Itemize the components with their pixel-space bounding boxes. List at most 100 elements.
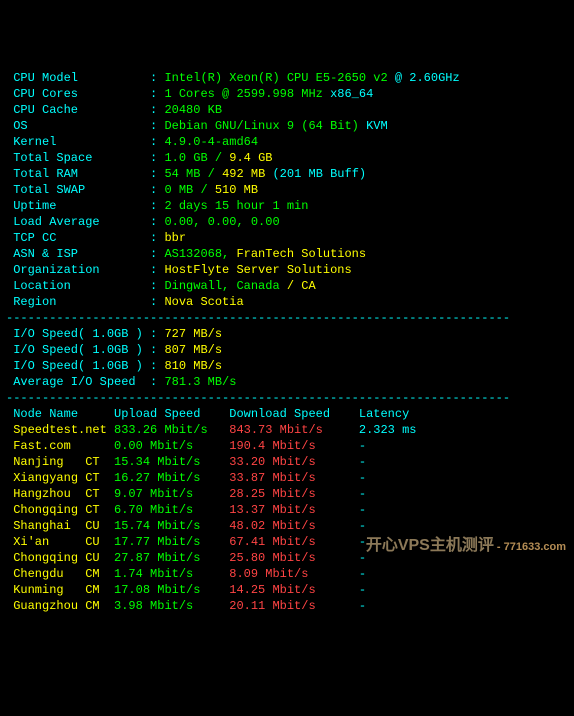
space-label: Total Space [6, 151, 150, 165]
cpu-cores-value: 1 Cores @ 2599.998 MHz x86_64 [164, 87, 373, 101]
terminal-output: CPU Model : Intel(R) Xeon(R) CPU E5-2650… [6, 70, 568, 614]
upload-1: 0.00 Mbit/s [114, 439, 229, 453]
download-11: 20.11 Mbit/s [229, 599, 359, 613]
v: 0.00, 0.00, 0.00 [164, 215, 279, 229]
node-name-3: Xiangyang CT [13, 471, 114, 485]
v: @ 2.60GHz [395, 71, 460, 85]
latency-6: - [359, 519, 366, 533]
kernel-value: 4.9.0-4-amd64 [164, 135, 258, 149]
v: 2 days 15 hour 1 min [164, 199, 308, 213]
download-3: 33.87 Mbit/s [229, 471, 359, 485]
cpu-cache-label: CPU Cache [6, 103, 150, 117]
download-6: 48.02 Mbit/s [229, 519, 359, 533]
v: 9.4 GB [229, 151, 272, 165]
v: Intel(R) Xeon(R) CPU E5-2650 v2 [164, 71, 394, 85]
cpu-model-value: Intel(R) Xeon(R) CPU E5-2650 v2 @ 2.60GH… [164, 71, 459, 85]
region-value: Nova Scotia [164, 295, 243, 309]
cpu-model-label: CPU Model [6, 71, 150, 85]
watermark: 开心VPS主机测评 - 771633.com [366, 538, 566, 555]
tcp-label: TCP CC [6, 231, 150, 245]
latency-10: - [359, 583, 366, 597]
upload-5: 6.70 Mbit/s [114, 503, 229, 517]
io-3-label: I/O Speed( 1.0GB ) [6, 359, 150, 373]
io-2-label: I/O Speed( 1.0GB ) [6, 343, 150, 357]
asn-value: AS132068, FranTech Solutions [164, 247, 366, 261]
v: / [208, 167, 222, 181]
colon: : [150, 343, 164, 357]
tcp-value: bbr [164, 231, 186, 245]
upload-0: 833.26 Mbit/s [114, 423, 229, 437]
hdr-up: Upload Speed [114, 407, 229, 421]
v: 727 MB/s [164, 327, 222, 341]
latency-4: - [359, 487, 366, 501]
colon: : [150, 247, 164, 261]
uptime-label: Uptime [6, 199, 150, 213]
v: / CA [287, 279, 316, 293]
io-avg-label: Average I/O Speed [6, 375, 150, 389]
colon: : [150, 279, 164, 293]
watermark-text: 开心VPS主机测评 [366, 537, 494, 554]
io-2-value: 807 MB/s [164, 343, 222, 357]
loc-value: Dingwall, Canada / CA [164, 279, 315, 293]
hdr-down: Download Speed [229, 407, 359, 421]
hdr-lat: Latency [359, 407, 409, 421]
v: / [215, 151, 229, 165]
node-name-2: Nanjing CT [13, 455, 114, 469]
download-7: 67.41 Mbit/s [229, 535, 359, 549]
org-label: Organization [6, 263, 150, 277]
node-name-4: Hangzhou CT [13, 487, 114, 501]
colon: : [150, 183, 164, 197]
v: (201 MB Buff) [272, 167, 366, 181]
ram-value: 54 MB / 492 MB (201 MB Buff) [164, 167, 366, 181]
node-name-7: Xi'an CU [13, 535, 114, 549]
io-1-label: I/O Speed( 1.0GB ) [6, 327, 150, 341]
download-10: 14.25 Mbit/s [229, 583, 359, 597]
latency-3: - [359, 471, 366, 485]
v: 1 Cores @ 2599.998 MHz [164, 87, 330, 101]
latency-11: - [359, 599, 366, 613]
upload-2: 15.34 Mbit/s [114, 455, 229, 469]
asn-label: ASN & ISP [6, 247, 150, 261]
download-4: 28.25 Mbit/s [229, 487, 359, 501]
v: 492 MB [222, 167, 272, 181]
space-value: 1.0 GB / 9.4 GB [164, 151, 272, 165]
v: (64 Bit) [301, 119, 366, 133]
swap-value: 0 MB / 510 MB [164, 183, 258, 197]
colon: : [150, 167, 164, 181]
v: Nova Scotia [164, 295, 243, 309]
v: HostFlyte Server Solutions [164, 263, 351, 277]
os-label: OS [6, 119, 150, 133]
node-name-9: Chengdu CM [13, 567, 114, 581]
download-8: 25.80 Mbit/s [229, 551, 359, 565]
swap-label: Total SWAP [6, 183, 150, 197]
cpu-cores-label: CPU Cores [6, 87, 150, 101]
v: Debian GNU/Linux 9 [164, 119, 301, 133]
v: FranTech Solutions [236, 247, 366, 261]
io-1-value: 727 MB/s [164, 327, 222, 341]
v: 781.3 MB/s [164, 375, 236, 389]
node-name-11: Guangzhou CM [13, 599, 114, 613]
colon: : [150, 135, 164, 149]
latency-0: 2.323 ms [359, 423, 417, 437]
upload-4: 9.07 Mbit/s [114, 487, 229, 501]
hdr-node: Node Name [13, 407, 114, 421]
v: bbr [164, 231, 186, 245]
v: KVM [366, 119, 388, 133]
region-label: Region [6, 295, 150, 309]
latency-1: - [359, 439, 366, 453]
download-1: 190.4 Mbit/s [229, 439, 359, 453]
uptime-value: 2 days 15 hour 1 min [164, 199, 308, 213]
cpu-cache-value: 20480 KB [164, 103, 222, 117]
v: 20480 KB [164, 103, 222, 117]
colon: : [150, 231, 164, 245]
upload-9: 1.74 Mbit/s [114, 567, 229, 581]
node-name-8: Chongqing CU [13, 551, 114, 565]
download-9: 8.09 Mbit/s [229, 567, 359, 581]
v: 4.9.0-4-amd64 [164, 135, 258, 149]
download-0: 843.73 Mbit/s [229, 423, 359, 437]
colon: : [150, 71, 164, 85]
latency-5: - [359, 503, 366, 517]
latency-2: - [359, 455, 366, 469]
upload-8: 27.87 Mbit/s [114, 551, 229, 565]
v: 810 MB/s [164, 359, 222, 373]
